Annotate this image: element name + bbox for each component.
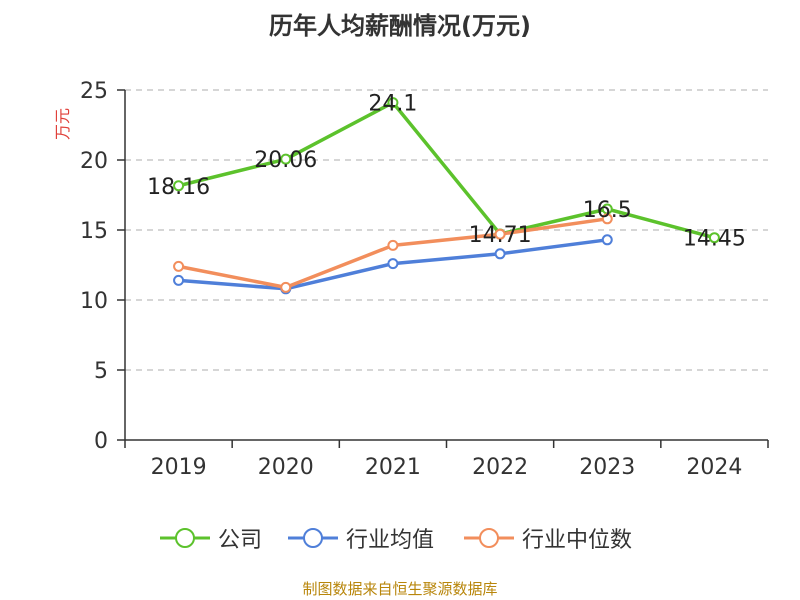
y-tick-label: 20 (80, 149, 108, 174)
legend: 公司 行业均值 行业中位数 (0, 521, 800, 555)
data-point (387, 239, 399, 251)
series-lines (178, 100, 715, 291)
axes: 0 5 10 15 20 25 2019 2020 2021 2022 2023 2024 万元 (53, 79, 769, 480)
x-tick-label: 2020 (258, 455, 314, 480)
y-axis-label: 万元 (53, 108, 72, 140)
data-label: 20.06 (254, 148, 317, 173)
source-footer: 制图数据来自恒生聚源数据库 (302, 580, 498, 598)
legend-label: 行业均值 (346, 528, 435, 553)
y-tick-label: 15 (80, 219, 108, 244)
data-point (494, 248, 506, 260)
x-tick-label: 2023 (579, 455, 635, 480)
legend-swatch-industry-median (464, 528, 514, 548)
y-tick-label: 10 (80, 289, 108, 314)
data-label: 14.45 (683, 227, 746, 252)
legend-swatch-industry-mean (288, 528, 338, 548)
chart-title: 历年人均薪酬情况(万元) (269, 12, 531, 40)
data-point (173, 274, 185, 286)
data-point (280, 281, 292, 293)
gridlines (125, 89, 768, 371)
legend-item-industry-median[interactable]: 行业中位数 (462, 521, 632, 555)
series-line (178, 217, 608, 290)
x-tick-label: 2021 (365, 455, 421, 480)
y-tick-label: 5 (94, 359, 108, 384)
legend-label: 行业中位数 (522, 528, 633, 553)
data-label: 14.71 (469, 223, 532, 248)
data-label: 18.16 (147, 175, 210, 200)
x-tick-label: 2024 (686, 455, 742, 480)
legend-label: 公司 (218, 528, 263, 553)
data-point (601, 234, 613, 246)
data-point (601, 213, 613, 225)
y-tick-label: 0 (94, 429, 108, 454)
data-point (387, 97, 399, 109)
x-tick-label: 2019 (151, 455, 207, 480)
legend-item-company[interactable]: 公司 (158, 521, 262, 555)
series-line (178, 100, 715, 240)
data-point (280, 153, 292, 165)
series-points (173, 97, 720, 295)
x-tick-label: 2022 (472, 455, 528, 480)
data-point (173, 180, 185, 192)
data-labels: 18.16 20.06 24.1 14.71 16.5 14.45 (147, 92, 746, 252)
data-point (387, 258, 399, 270)
legend-swatch-company (160, 528, 210, 548)
legend-item-industry-mean[interactable]: 行业均值 (286, 521, 434, 555)
y-tick-label: 25 (80, 79, 108, 104)
data-point (494, 228, 506, 240)
data-point (173, 260, 185, 272)
data-label: 24.1 (368, 92, 417, 117)
data-label: 16.5 (583, 198, 632, 223)
data-point (708, 232, 720, 244)
